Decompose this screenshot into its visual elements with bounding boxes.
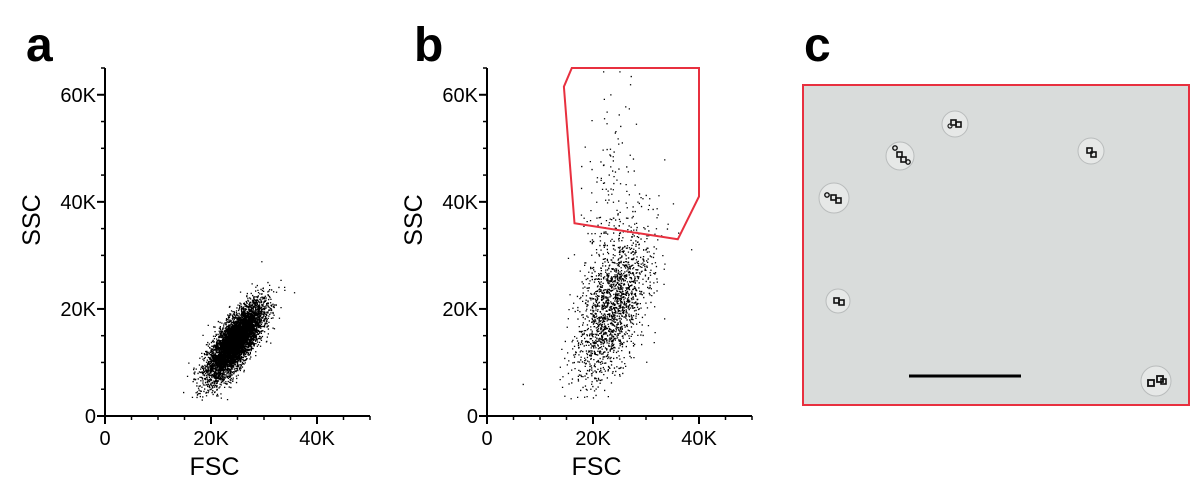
cell bbox=[818, 182, 850, 214]
y-tick-label: 20K bbox=[60, 299, 96, 321]
x-tick-label: 40K bbox=[299, 428, 335, 450]
cell bbox=[941, 110, 969, 138]
scatter-points bbox=[522, 71, 693, 400]
y-tick-label: 60K bbox=[442, 85, 478, 107]
y-tick-label: 0 bbox=[85, 406, 96, 428]
x-tick-label: 20K bbox=[193, 428, 229, 450]
y-tick-label: 60K bbox=[60, 85, 96, 107]
microscopy-image bbox=[802, 84, 1190, 406]
x-axis-title: FSC bbox=[190, 453, 240, 481]
y-tick-label: 20K bbox=[442, 299, 478, 321]
scatter-dots bbox=[522, 71, 693, 400]
panel-label-c: c bbox=[804, 19, 831, 72]
scatter-points bbox=[183, 261, 296, 401]
y-tick-label: 40K bbox=[60, 192, 96, 214]
x-axis-title: FSC bbox=[572, 453, 622, 481]
cell bbox=[885, 141, 915, 171]
y-tick-label: 0 bbox=[467, 406, 478, 428]
flow-cytometry-figure: 0 20K 40K 0 20K 40K 60K FSC SSC 0 20K 40K 0 20K 40K 60… bbox=[18, 67, 753, 481]
panel-label-a: a bbox=[26, 19, 53, 72]
x-tick-label: 0 bbox=[99, 428, 110, 450]
scatter-dots bbox=[183, 261, 296, 401]
microscopy-field bbox=[818, 110, 1172, 397]
panel-label-b: b bbox=[414, 19, 444, 72]
cell bbox=[1077, 137, 1105, 165]
scatter-plot-b: 0 20K 40K 0 20K 40K 60K FSC SSC bbox=[400, 67, 753, 481]
scatter-plot-a: 0 20K 40K 0 20K 40K 60K FSC SSC bbox=[18, 67, 371, 481]
y-axis-title: SSC bbox=[18, 194, 46, 245]
x-tick-label: 40K bbox=[681, 428, 717, 450]
x-tick-label: 20K bbox=[575, 428, 611, 450]
x-tick-label: 0 bbox=[481, 428, 492, 450]
cell bbox=[1140, 365, 1172, 397]
cell bbox=[825, 288, 851, 314]
y-tick-label: 40K bbox=[442, 192, 478, 214]
y-axis-title: SSC bbox=[400, 194, 428, 245]
sorting-gate bbox=[562, 67, 700, 241]
